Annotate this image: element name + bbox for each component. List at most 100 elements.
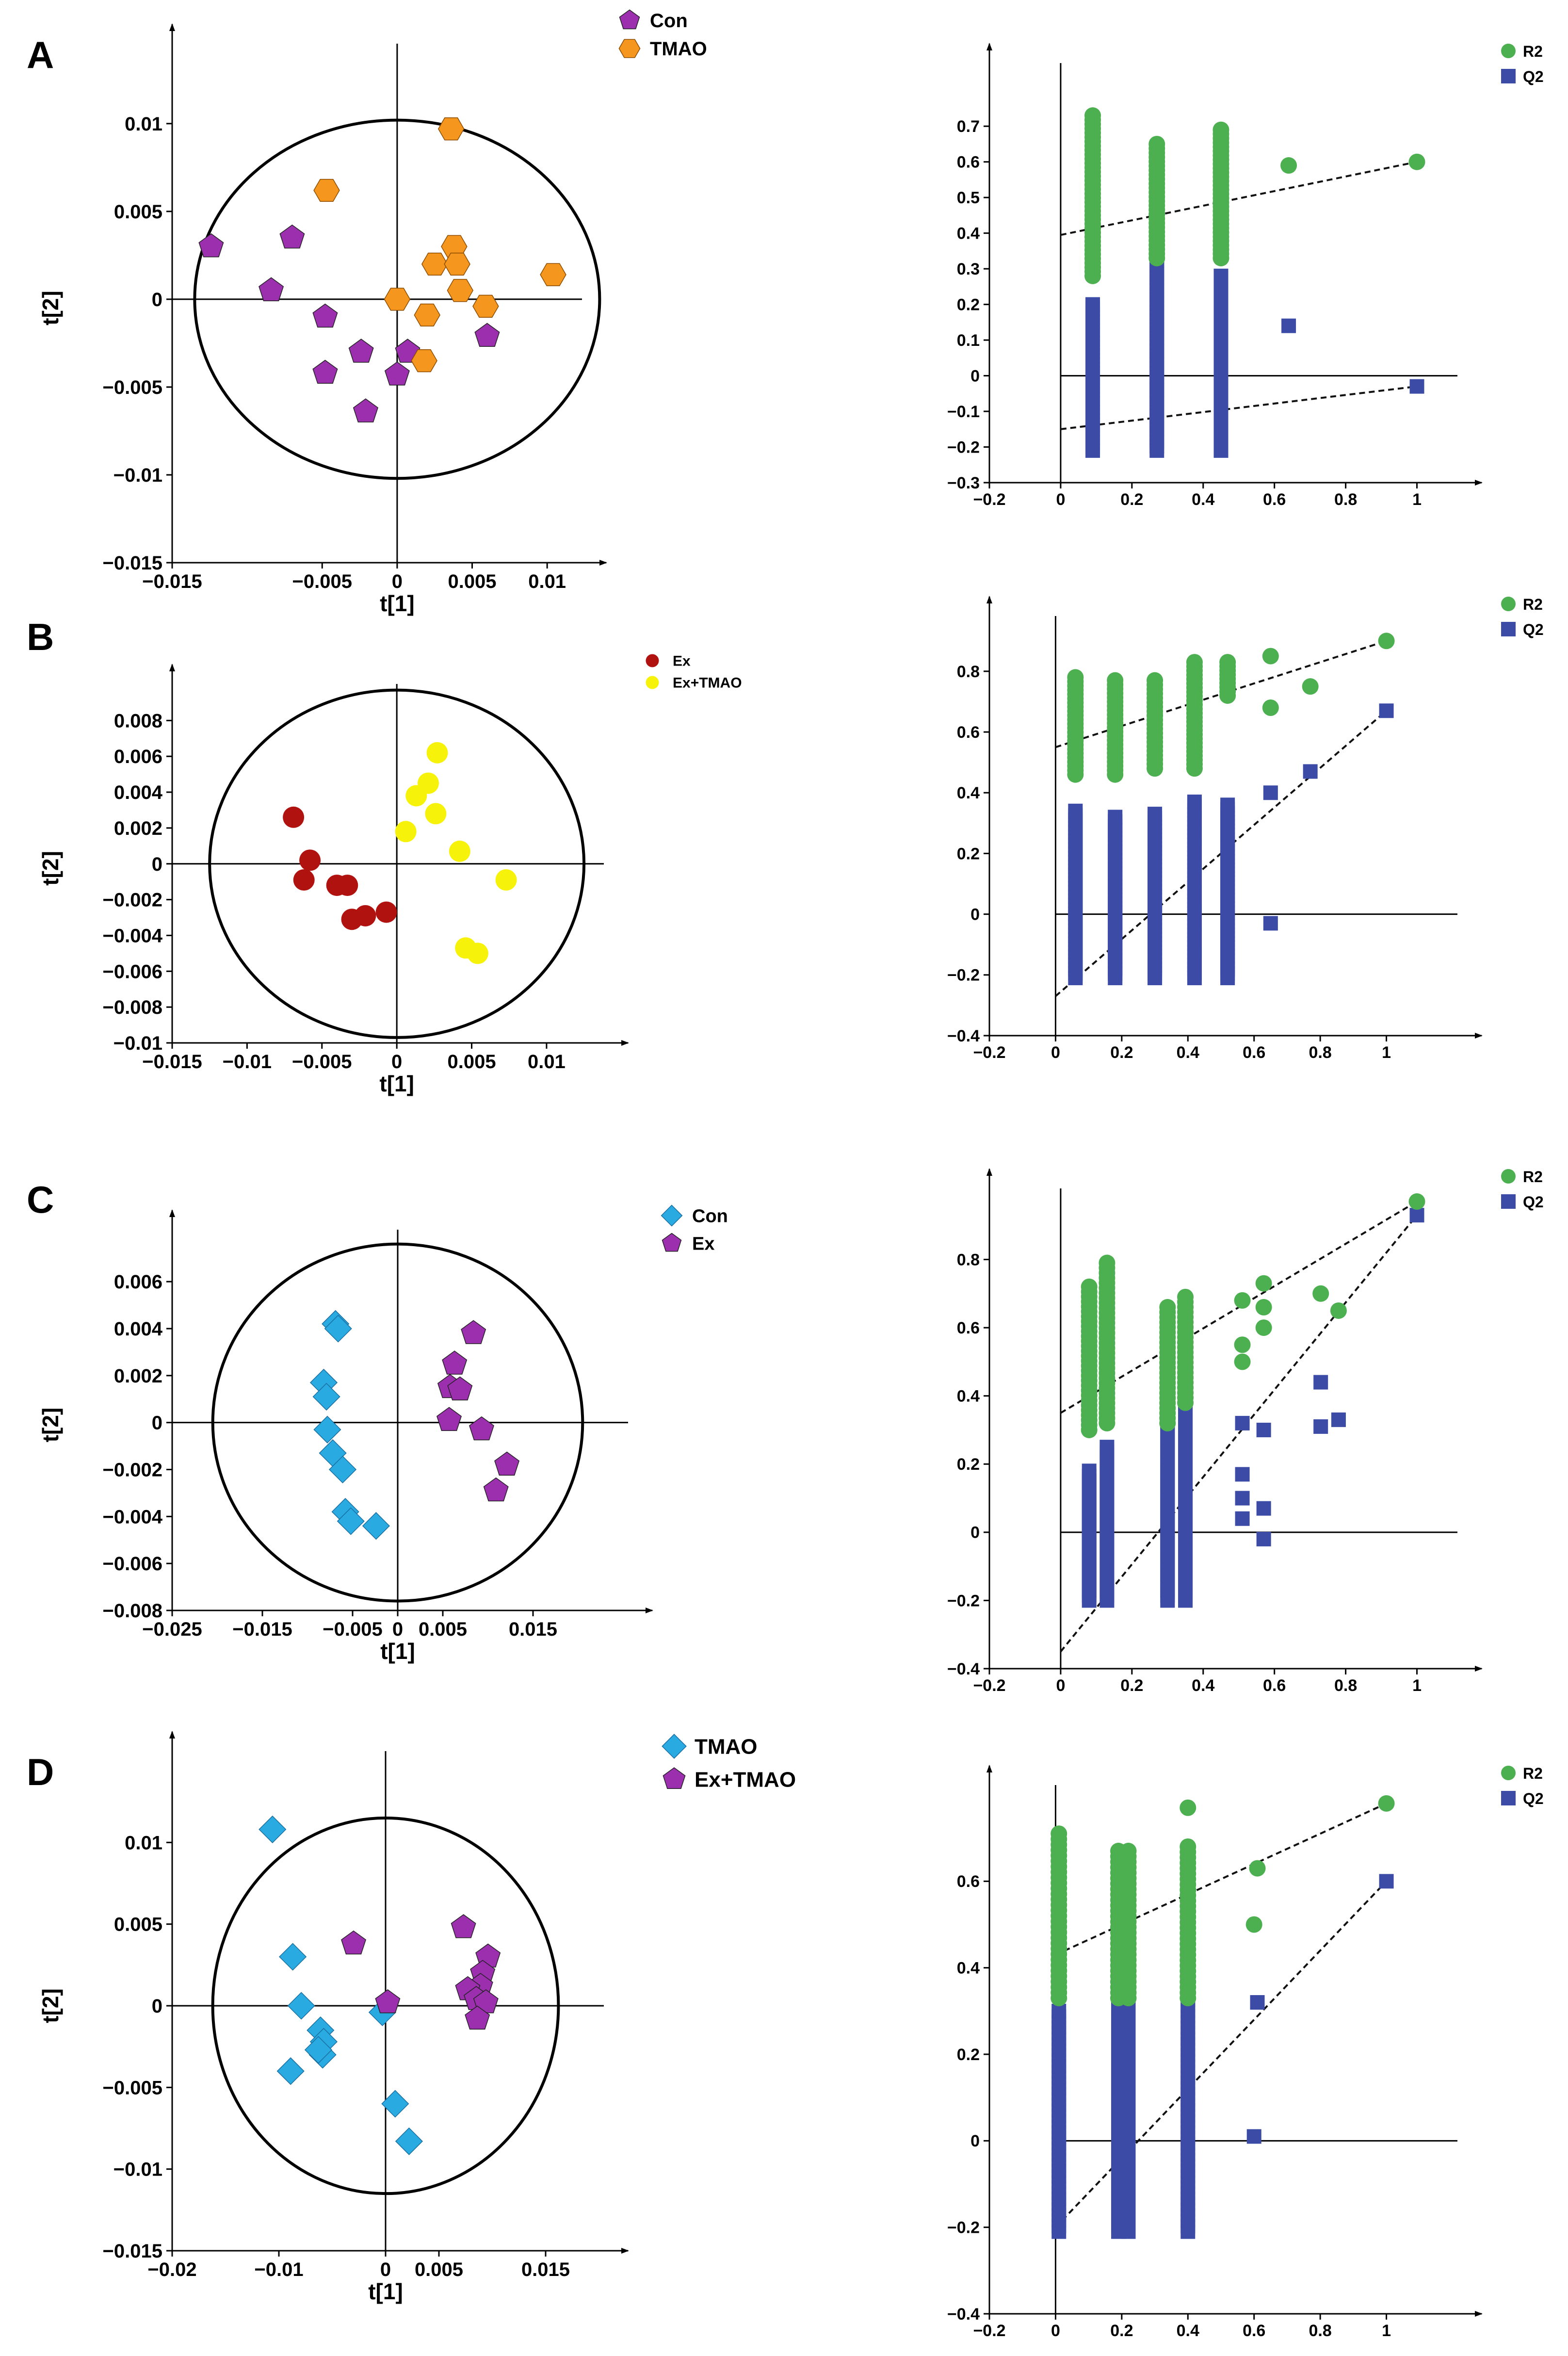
y-tick-label: 0 bbox=[152, 854, 162, 875]
x-tick-label: 0.005 bbox=[415, 2259, 463, 2280]
data-point bbox=[381, 2090, 409, 2118]
chart-C-score: −0.025 −0.015 −0.005 0 0.005 0.015 −0.008 −0.00… bbox=[27, 1178, 728, 1664]
x-tick-label: 0.005 bbox=[419, 1619, 467, 1640]
x-tick-label: 0.01 bbox=[528, 571, 566, 592]
data-point bbox=[384, 288, 411, 311]
x-tick-label: 0.6 bbox=[1263, 490, 1286, 509]
data-point bbox=[1250, 1995, 1265, 2010]
x-tick-label: 0.6 bbox=[1243, 1043, 1265, 1062]
data-point bbox=[279, 1943, 307, 1971]
x-tick-label: 0.4 bbox=[1177, 2322, 1199, 2340]
data-point bbox=[437, 117, 465, 141]
data-point bbox=[1263, 916, 1278, 931]
x-tick-label: 0.015 bbox=[521, 2259, 570, 2280]
data-point bbox=[472, 294, 499, 318]
series-ex-tmao bbox=[395, 742, 517, 964]
x-tick-label: 0.2 bbox=[1110, 2322, 1133, 2340]
panel-label: D bbox=[27, 1751, 54, 1793]
legend-marker bbox=[1501, 1791, 1516, 1805]
y-tick-label: 0.2 bbox=[957, 1455, 980, 1474]
data-point bbox=[421, 252, 448, 276]
y-tick-label: 0.6 bbox=[957, 1319, 980, 1337]
data-point bbox=[1107, 672, 1124, 689]
x-tick-label: 0.4 bbox=[1192, 1676, 1214, 1695]
x-tick-label: 0.8 bbox=[1309, 1043, 1332, 1062]
x-tick-label: −0.2 bbox=[973, 1676, 1005, 1695]
x-tick-label: −0.2 bbox=[973, 2322, 1005, 2340]
y-tick-label: −0.008 bbox=[103, 1600, 162, 1622]
y-tick-label: −0.006 bbox=[103, 1553, 162, 1575]
x-axis-label: t[1] bbox=[368, 2279, 403, 2304]
x-tick-label: 1 bbox=[1382, 1043, 1391, 1062]
y-tick-label: 0.005 bbox=[114, 201, 162, 223]
data-point bbox=[384, 361, 410, 386]
data-point bbox=[1262, 699, 1279, 716]
x-tick-label: 0 bbox=[380, 2259, 391, 2280]
data-point bbox=[442, 1350, 468, 1375]
data-point bbox=[1408, 153, 1425, 170]
data-point bbox=[465, 2005, 490, 2030]
y-tick-label: 0 bbox=[970, 1524, 980, 1542]
y-tick-label: −0.01 bbox=[113, 2159, 162, 2180]
data-point bbox=[444, 252, 470, 276]
x-tick-label: −0.2 bbox=[973, 490, 1005, 509]
series-r2 bbox=[1067, 633, 1395, 783]
data-point bbox=[1256, 1422, 1271, 1437]
data-point bbox=[1235, 1467, 1250, 1482]
legend-marker bbox=[1501, 1169, 1516, 1184]
y-tick-label: −0.2 bbox=[947, 1592, 980, 1610]
x-tick-label: 1 bbox=[1382, 2322, 1391, 2340]
data-point bbox=[1303, 764, 1318, 779]
series-r2 bbox=[1081, 1193, 1425, 1438]
data-point bbox=[1051, 1825, 1067, 1842]
y-tick-label: 0 bbox=[970, 367, 980, 385]
x-axis-label: t[1] bbox=[379, 1071, 414, 1096]
confidence-ellipse bbox=[211, 1242, 584, 1603]
y-tick-label: 0.4 bbox=[957, 1387, 980, 1406]
data-point bbox=[1408, 1193, 1425, 1210]
data-point bbox=[353, 398, 378, 422]
data-point bbox=[1246, 2129, 1261, 2144]
legend-marker bbox=[1501, 69, 1516, 83]
y-tick-label: −0.3 bbox=[947, 474, 980, 492]
x-tick-label: 0.2 bbox=[1120, 490, 1143, 509]
y-tick-label: 0.01 bbox=[125, 1832, 162, 1853]
y-tick-label: 0.006 bbox=[114, 746, 162, 767]
data-point bbox=[1120, 1842, 1137, 1859]
data-point bbox=[495, 869, 517, 891]
y-tick-label: 0.4 bbox=[957, 784, 980, 802]
data-point bbox=[1212, 121, 1229, 138]
data-point bbox=[1313, 1375, 1328, 1390]
data-point bbox=[1280, 157, 1297, 174]
y-tick-label: 0.004 bbox=[114, 1318, 163, 1340]
x-tick-label: 1 bbox=[1412, 490, 1422, 509]
chart-A-perm: −0.2 0 0.2 0.4 0.6 0.8 1−0.3−0.2−0.100.10.20.3… bbox=[947, 43, 1544, 509]
legend-marker bbox=[663, 1767, 686, 1789]
legend-marker bbox=[619, 9, 640, 30]
chart-A-score: −0.015 −0.005 0 0.005 0.01 −0.015 −0.01 −0.005 0… bbox=[27, 9, 707, 616]
data-point bbox=[1234, 1292, 1251, 1309]
data-point bbox=[1409, 1208, 1424, 1223]
data-point bbox=[395, 821, 417, 843]
y-tick-label: −0.004 bbox=[103, 925, 163, 946]
legend-label: R2 bbox=[1523, 1765, 1543, 1782]
data-point bbox=[1255, 1275, 1272, 1292]
data-point bbox=[1099, 1254, 1115, 1271]
x-tick-label: 0 bbox=[392, 1619, 403, 1640]
x-tick-label: 0.8 bbox=[1334, 490, 1357, 509]
data-point bbox=[1256, 1531, 1271, 1546]
data-point bbox=[425, 803, 447, 825]
y-tick-label: 0.7 bbox=[957, 117, 980, 136]
chart-C-perm: −0.2 0 0.2 0.4 0.6 0.8 1−0.4−0.200.20.40.60.8R… bbox=[947, 1168, 1544, 1695]
y-tick-label: 0.8 bbox=[957, 663, 980, 681]
data-point bbox=[1177, 1288, 1194, 1305]
data-point bbox=[451, 1914, 476, 1938]
y-tick-label: −0.006 bbox=[103, 961, 162, 982]
y-tick-label: 0.4 bbox=[957, 225, 980, 243]
regression-line-q2 bbox=[1054, 1880, 1388, 2228]
legend-label: Q2 bbox=[1523, 621, 1544, 638]
confidence-ellipse bbox=[208, 688, 586, 1039]
x-tick-label: −0.005 bbox=[292, 1051, 352, 1072]
legend-marker bbox=[646, 676, 659, 689]
